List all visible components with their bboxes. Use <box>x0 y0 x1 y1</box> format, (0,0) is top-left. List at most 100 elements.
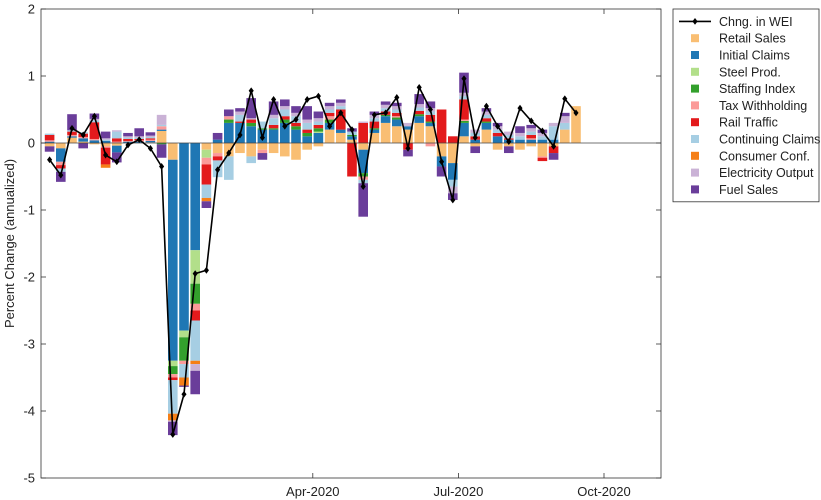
bar-segment <box>425 114 436 122</box>
bar-segment <box>224 119 234 123</box>
bar-segment <box>100 164 111 168</box>
y-axis: 2 1 0 -1 -2 -3 -4 -5 <box>23 2 661 486</box>
bar-segment <box>291 143 301 160</box>
wei-point <box>551 142 557 150</box>
bar-segment <box>347 136 357 140</box>
bar-segment <box>492 136 503 143</box>
wei-point <box>215 166 221 174</box>
bar-segment <box>190 320 200 361</box>
wei-point <box>427 106 433 113</box>
bar-segment <box>201 149 212 158</box>
bar-segment <box>302 106 312 120</box>
bar-segment <box>336 102 346 107</box>
bar-segment <box>313 111 324 119</box>
bar-segment <box>358 143 368 150</box>
wei-point <box>439 158 445 166</box>
bar-segment <box>280 99 290 107</box>
bar-segment <box>459 92 469 97</box>
bar-segment <box>190 364 200 371</box>
bar-segment <box>548 153 559 160</box>
bar-segment <box>425 126 436 143</box>
bar-segment <box>336 132 346 143</box>
wei-point <box>327 122 333 130</box>
bar-segment <box>291 106 301 113</box>
bar-segment <box>425 143 436 147</box>
bar-segment <box>246 98 256 119</box>
legend-swatch <box>691 168 699 177</box>
wei-point <box>271 96 277 103</box>
bar-segment <box>459 119 469 121</box>
bar-segment <box>268 118 279 125</box>
bar-segment <box>380 122 391 143</box>
bar-segment <box>470 146 480 154</box>
bar-segment <box>369 121 380 129</box>
bar-segment <box>156 143 167 145</box>
bar-segment <box>201 201 212 208</box>
legend-swatch <box>691 151 699 160</box>
wei-point <box>125 141 131 149</box>
bar-segment <box>112 131 122 139</box>
bar-segment <box>235 114 245 122</box>
bar-segment <box>548 126 559 140</box>
bar-segment <box>246 119 256 123</box>
wei-point <box>103 151 109 159</box>
bar-segment <box>515 136 525 140</box>
bar-segment <box>425 101 436 109</box>
wei-point <box>472 134 478 142</box>
bar-segment <box>257 143 268 150</box>
bar-segment <box>168 366 178 375</box>
bar-segment <box>526 139 536 143</box>
bar-segment <box>358 176 368 180</box>
bar-segment <box>515 143 525 150</box>
bar-segment <box>145 132 156 136</box>
bar-segment <box>212 132 223 140</box>
y-axis-label: Percent Change (annualized) <box>2 159 17 328</box>
legend-label: Retail Sales <box>719 32 786 46</box>
bar-segment <box>392 106 402 110</box>
bar-segment <box>448 143 458 164</box>
bar-segment <box>358 173 368 177</box>
bar-segment <box>560 122 570 130</box>
bar-segment <box>179 360 189 365</box>
bar-segment <box>190 303 200 311</box>
bar-segment <box>313 131 324 133</box>
wei-point <box>136 136 142 144</box>
legend-label: Continuing Claims <box>719 133 820 147</box>
legend-label: Electricity Output <box>719 166 814 180</box>
bar-segment <box>112 143 122 146</box>
bar-segment <box>56 165 66 169</box>
bar-segment <box>504 131 514 135</box>
bar-segment <box>190 310 200 321</box>
bar-segment <box>190 370 200 395</box>
bar-segment <box>168 374 178 378</box>
bar-segment <box>123 138 133 141</box>
bar-segment <box>414 114 424 117</box>
wei-point <box>293 116 299 123</box>
y-tick-label: -1 <box>23 203 35 218</box>
bar-segment <box>504 134 514 139</box>
wei-point <box>203 266 209 274</box>
legend-line-marker <box>692 18 698 25</box>
wei-point <box>450 196 456 204</box>
bar-segment <box>179 330 189 338</box>
bar-segment <box>526 124 536 129</box>
bar-segment <box>280 143 290 157</box>
wei-point <box>394 94 400 101</box>
bar-segment <box>280 119 290 123</box>
bar-segment <box>436 143 447 157</box>
bar-segment <box>369 132 380 143</box>
wei-point <box>181 390 187 398</box>
x-tick-label: Apr-2020 <box>286 484 339 499</box>
bar-segment <box>302 132 312 137</box>
y-tick-label: -3 <box>23 337 35 352</box>
bar-segment <box>324 112 335 117</box>
bar-segment <box>459 122 469 137</box>
bar-segment <box>324 106 335 110</box>
bar-segment <box>224 116 234 120</box>
bar-segment <box>313 132 324 143</box>
bar-segment <box>515 126 525 133</box>
bar-segment <box>134 128 144 137</box>
legend-label: Steel Prod. <box>719 65 781 79</box>
legend-label: Chng. in WEI <box>719 15 793 29</box>
bar-segment <box>403 129 413 143</box>
